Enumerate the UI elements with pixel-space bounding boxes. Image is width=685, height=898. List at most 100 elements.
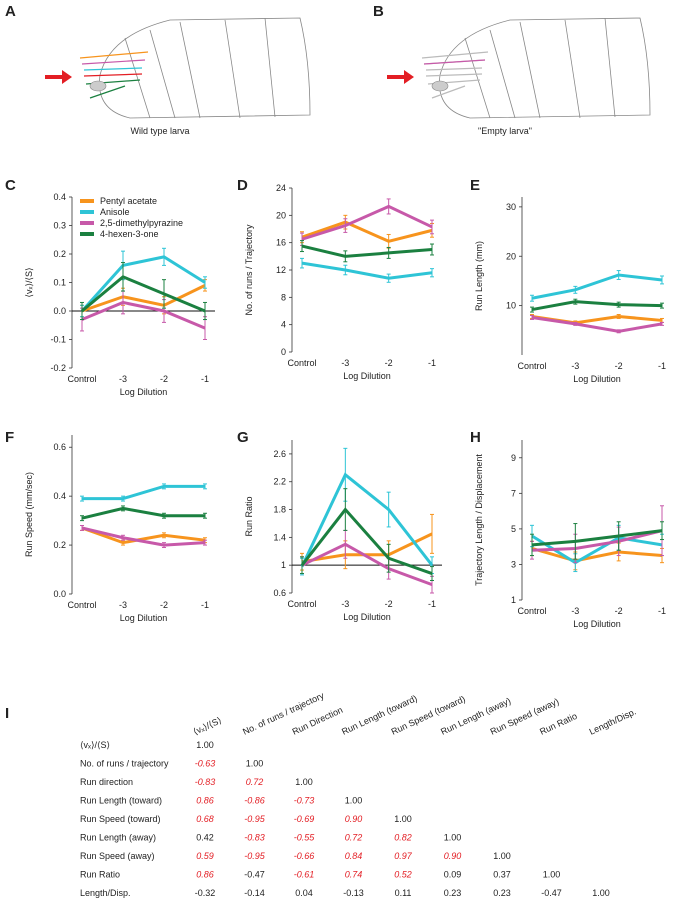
error-bar: [573, 523, 578, 560]
row-label: Run Speed (toward): [80, 814, 161, 824]
error-bar: [343, 250, 348, 263]
error-bar: [616, 329, 621, 334]
table-cell: 1.00: [444, 833, 462, 843]
legend-label: 4-hexen-3-one: [100, 229, 159, 239]
table-cell: 0.86: [196, 870, 214, 880]
x-tick-label: -3: [341, 599, 349, 609]
error-bar: [121, 262, 125, 292]
error-bar: [616, 314, 621, 319]
error-bar: [573, 321, 578, 326]
y-tick-label: 10: [506, 301, 516, 311]
table-cell: 0.04: [295, 888, 313, 898]
y-tick-label: 0.4: [53, 491, 66, 501]
panel-caption: "Empty larva": [478, 126, 532, 136]
table-cell: 0.42: [196, 833, 214, 843]
y-tick-label: 4: [281, 320, 286, 330]
table-cell: 0.68: [196, 814, 214, 824]
x-tick-label: -3: [119, 374, 127, 384]
y-tick-label: 0.6: [53, 442, 66, 452]
y-tick-label: 24: [276, 183, 286, 193]
y-tick-label: 7: [511, 488, 516, 498]
x-tick-label: -1: [658, 606, 666, 616]
y-tick-label: -0.2: [50, 363, 66, 373]
y-tick-label: 1: [281, 560, 286, 570]
legend-label: Pentyl acetate: [100, 196, 157, 206]
table-cell: 1.00: [345, 796, 363, 806]
error-bar: [203, 483, 207, 490]
row-label: Run Speed (away): [80, 851, 155, 861]
x-axis-label: Log Dilution: [343, 612, 391, 622]
y-tick-label: 16: [276, 238, 286, 248]
y-axis-label: Trajectory Length / Displacement: [474, 454, 484, 586]
panel-letter: G: [237, 429, 249, 446]
row-label: Run direction: [80, 777, 133, 787]
error-bar: [203, 276, 207, 289]
table-cell: -0.32: [195, 888, 216, 898]
error-bar: [430, 268, 434, 278]
row-label: Run Length (toward): [80, 796, 162, 806]
y-axis-label: Run Speed (mm/sec): [24, 472, 34, 557]
x-tick-label: -1: [428, 599, 436, 609]
series-line: [301, 261, 433, 280]
error-bar: [530, 315, 534, 320]
row-label: No. of runs / trajectory: [80, 759, 169, 769]
y-tick-label: 1.4: [273, 532, 286, 542]
table-cell: -0.55: [294, 833, 316, 843]
error-bar: [80, 525, 84, 531]
error-bar: [121, 495, 125, 502]
x-tick-label: -1: [201, 374, 209, 384]
x-axis-label: Log Dilution: [573, 374, 621, 384]
legend-label: 2,5-dimethylpyrazine: [100, 218, 183, 228]
y-tick-label: 9: [511, 453, 516, 463]
error-bar: [430, 513, 434, 554]
error-bar: [203, 539, 207, 546]
y-tick-label: 2.6: [273, 449, 286, 459]
table-cell: -0.95: [244, 851, 266, 861]
y-tick-label: 0.0: [53, 589, 66, 599]
y-tick-label: 3: [511, 559, 516, 569]
table-cell: 0.74: [345, 870, 363, 880]
error-bar: [616, 301, 621, 308]
y-tick-label: 0.2: [53, 540, 66, 550]
table-cell: 0.09: [444, 870, 462, 880]
x-tick-label: -1: [658, 361, 666, 371]
table-cell: 0.84: [345, 851, 363, 861]
panel-letter: F: [5, 429, 14, 446]
error-bar: [162, 532, 166, 539]
series-line: [531, 300, 663, 312]
table-cell: 0.82: [394, 833, 412, 843]
row-label: Length/Disp.: [80, 888, 131, 898]
error-bar: [660, 321, 664, 326]
error-bar: [300, 240, 304, 253]
x-tick-label: -2: [615, 606, 623, 616]
error-bar: [616, 521, 621, 551]
error-bar: [162, 542, 166, 549]
y-tick-label: 0.4: [53, 192, 66, 202]
error-bar: [203, 512, 207, 519]
table-cell: 1.00: [246, 759, 264, 769]
error-bar: [386, 246, 391, 259]
error-bar: [530, 533, 534, 557]
series-line: [301, 204, 433, 241]
table-cell: 0.59: [196, 851, 214, 861]
y-tick-label: 20: [506, 251, 516, 261]
x-tick-label: -3: [119, 600, 127, 610]
x-tick-label: Control: [67, 600, 96, 610]
table-cell: 0.11: [395, 888, 412, 898]
series-line: [81, 506, 205, 520]
panel-letter: I: [5, 705, 9, 722]
error-bar: [660, 302, 664, 309]
series-line: [301, 220, 433, 243]
x-tick-label: -2: [615, 361, 623, 371]
x-axis-label: Log Dilution: [343, 371, 391, 381]
series-line: [531, 273, 663, 300]
x-tick-label: Control: [67, 374, 96, 384]
x-tick-label: Control: [517, 361, 546, 371]
series-line: [531, 315, 663, 333]
error-bar: [80, 301, 84, 321]
error-bar: [616, 270, 621, 280]
error-bar: [121, 534, 125, 541]
error-bar: [300, 556, 304, 575]
row-label: Run Length (away): [80, 833, 156, 843]
